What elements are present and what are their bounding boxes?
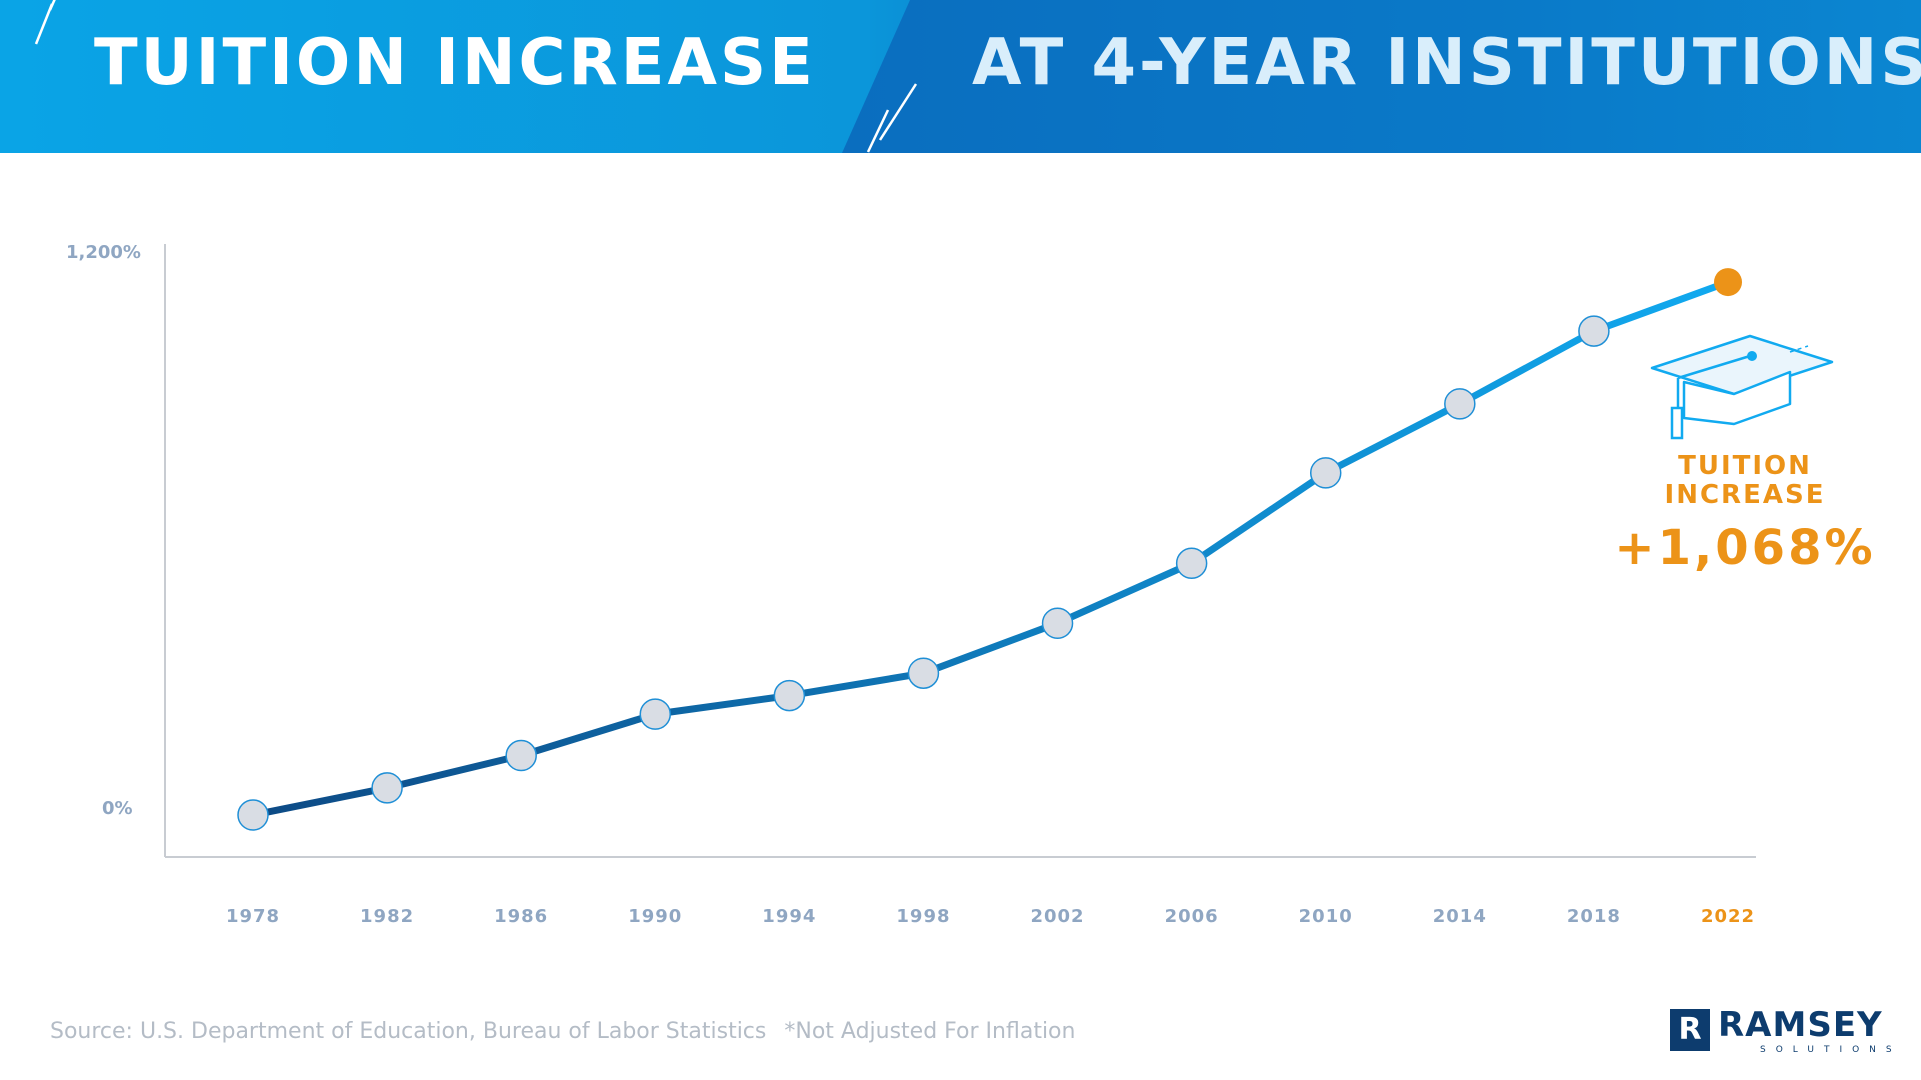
data-point-markers xyxy=(237,268,1742,831)
logo-wordmark: RAMSEY xyxy=(1718,1005,1883,1045)
x-tick-label-1978: 1978 xyxy=(225,906,281,927)
x-tick-label-2014: 2014 xyxy=(1432,906,1487,927)
data-point-1982 xyxy=(371,772,403,804)
logo-subtitle: SOLUTIONS xyxy=(1760,1045,1902,1055)
data-point-1978 xyxy=(237,799,269,831)
callout-label-line2: INCREASE xyxy=(1664,480,1826,510)
x-tick-label-1986: 1986 xyxy=(494,906,549,927)
header-title-right: AT 4-YEAR INSTITUTIONS xyxy=(972,26,1921,100)
x-tick-label-2006: 2006 xyxy=(1164,906,1219,927)
header-slash-decoration-left xyxy=(34,0,56,45)
data-point-2010 xyxy=(1309,457,1342,489)
y-tick-label-max: 1,200% xyxy=(66,242,141,263)
x-tick-label-1990: 1990 xyxy=(628,906,683,927)
x-tick-label-2002: 2002 xyxy=(1030,906,1085,927)
header-title-left: TUITION INCREASE xyxy=(94,26,816,100)
x-tick-label-2022: 2022 xyxy=(1700,906,1756,927)
inflation-note: *Not Adjusted For Inflation xyxy=(784,1019,1076,1044)
data-point-2022 xyxy=(1714,268,1742,297)
y-tick-label-zero: 0% xyxy=(102,798,133,819)
header-slash-decoration-mid xyxy=(866,83,918,153)
data-point-1990 xyxy=(639,698,672,730)
header-banner-dark-panel xyxy=(842,0,1921,153)
callout-label: TUITION INCREASE xyxy=(1640,452,1850,510)
graduation-cap-icon xyxy=(1650,334,1834,440)
data-point-1986 xyxy=(505,739,537,772)
data-point-2018 xyxy=(1578,315,1610,347)
data-point-1998 xyxy=(907,657,940,689)
tuition-series-line xyxy=(249,278,1732,819)
x-tick-label-1982: 1982 xyxy=(360,906,415,927)
data-point-1994 xyxy=(773,679,806,712)
x-tick-label-2010: 2010 xyxy=(1298,906,1353,927)
callout-label-line1: TUITION xyxy=(1678,451,1812,481)
data-point-2002 xyxy=(1041,607,1074,639)
x-tick-label-2018: 2018 xyxy=(1566,906,1621,927)
data-point-2014 xyxy=(1444,388,1476,420)
x-tick-label-1994: 1994 xyxy=(762,906,817,927)
data-point-2006 xyxy=(1175,547,1208,580)
callout-value: +1,068% xyxy=(1614,520,1876,576)
footer-source: Source: U.S. Department of Education, Bu… xyxy=(50,1019,1075,1044)
source-text: Source: U.S. Department of Education, Bu… xyxy=(50,1019,767,1044)
logo-mark: R xyxy=(1670,1009,1710,1051)
x-tick-label-1998: 1998 xyxy=(896,906,951,927)
